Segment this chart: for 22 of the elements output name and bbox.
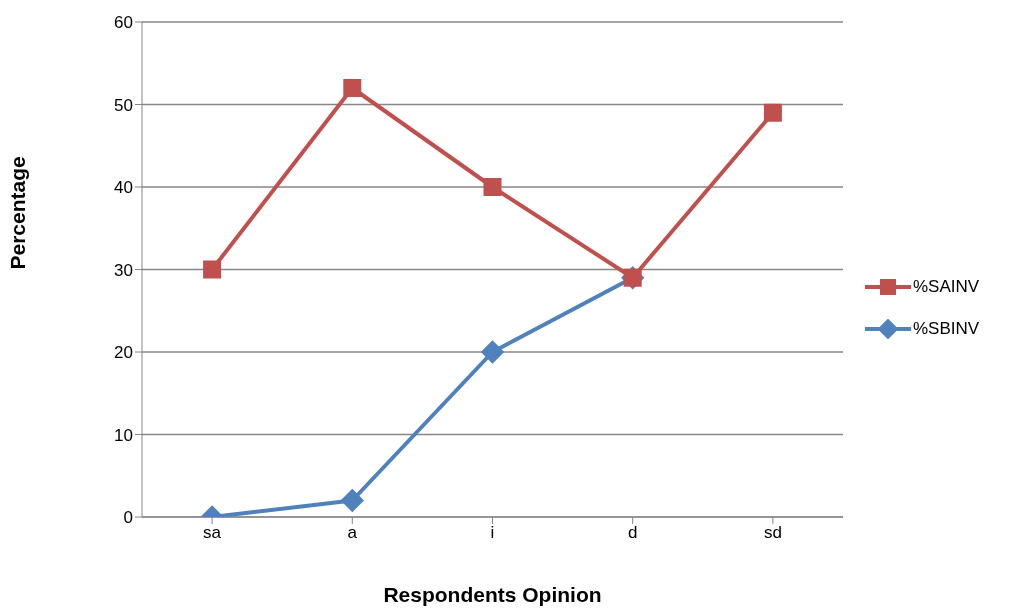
y-tick-label: 60 — [114, 13, 133, 33]
y-tick-label: 20 — [114, 343, 133, 363]
point — [340, 488, 364, 513]
x-axis-title: Respondents Opinion — [383, 583, 602, 606]
point — [763, 103, 782, 122]
x-tick-label: i — [490, 523, 495, 543]
point — [203, 260, 222, 279]
point — [483, 178, 502, 196]
x-tick-label: sd — [763, 523, 782, 543]
y-tick-label: 0 — [123, 508, 133, 528]
y-tick-label: 10 — [114, 425, 133, 445]
point — [480, 340, 505, 364]
legend-label: %SBINV — [913, 319, 980, 339]
y-tick-label: 50 — [114, 95, 133, 115]
y-tick-label: 40 — [114, 178, 133, 198]
y-axis-title: Percentage — [6, 156, 30, 270]
point — [343, 79, 362, 97]
y-tick-label: 30 — [114, 260, 133, 280]
legend-label: %SAINV — [913, 277, 980, 297]
x-tick-label: a — [347, 523, 358, 543]
x-tick-label: sa — [203, 523, 222, 543]
x-tick-label: d — [627, 523, 638, 543]
